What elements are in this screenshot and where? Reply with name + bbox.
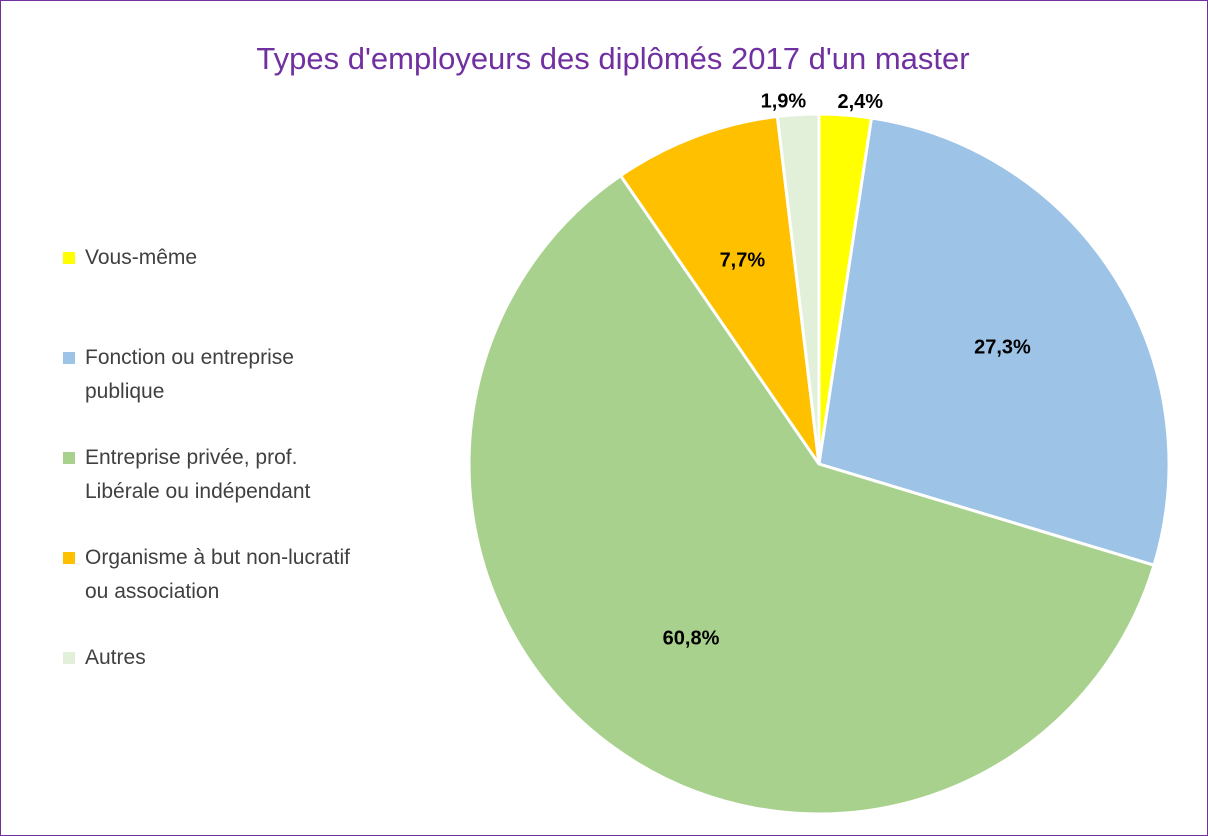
legend-item: Entreprise privée, prof. Libérale ou ind… — [63, 441, 363, 509]
pie-slice — [775, 112, 821, 465]
legend-label: Organisme à but non-lucratif ou associat… — [85, 546, 350, 603]
legend-item: Autres — [63, 641, 363, 675]
data-label: 2,4% — [837, 91, 883, 113]
pie-slice — [618, 114, 821, 465]
legend-label: Fonction ou entreprise publique — [85, 346, 294, 403]
legend-label: Entreprise privée, prof. Libérale ou ind… — [85, 446, 311, 503]
data-label: 27,3% — [974, 336, 1031, 358]
pie-slice — [467, 173, 1156, 816]
legend-swatch — [63, 652, 75, 664]
legend-label: Autres — [85, 646, 146, 669]
pie-slice — [817, 116, 1171, 568]
legend-swatch — [63, 252, 75, 264]
legend-label: Vous-même — [85, 246, 198, 269]
legend-swatch — [63, 552, 75, 564]
data-label: 7,7% — [720, 249, 766, 271]
data-label: 60,8% — [663, 628, 720, 650]
data-label: 1,9% — [761, 91, 807, 113]
legend-swatch — [63, 352, 75, 364]
legend-swatch — [63, 452, 75, 464]
legend-item: Fonction ou entreprise publique — [63, 341, 363, 409]
legend-item: Organisme à but non-lucratif ou associat… — [63, 541, 363, 609]
legend-item: Vous-même — [63, 241, 363, 275]
chart-title: Types d'employeurs des diplômés 2017 d'u… — [256, 41, 969, 76]
